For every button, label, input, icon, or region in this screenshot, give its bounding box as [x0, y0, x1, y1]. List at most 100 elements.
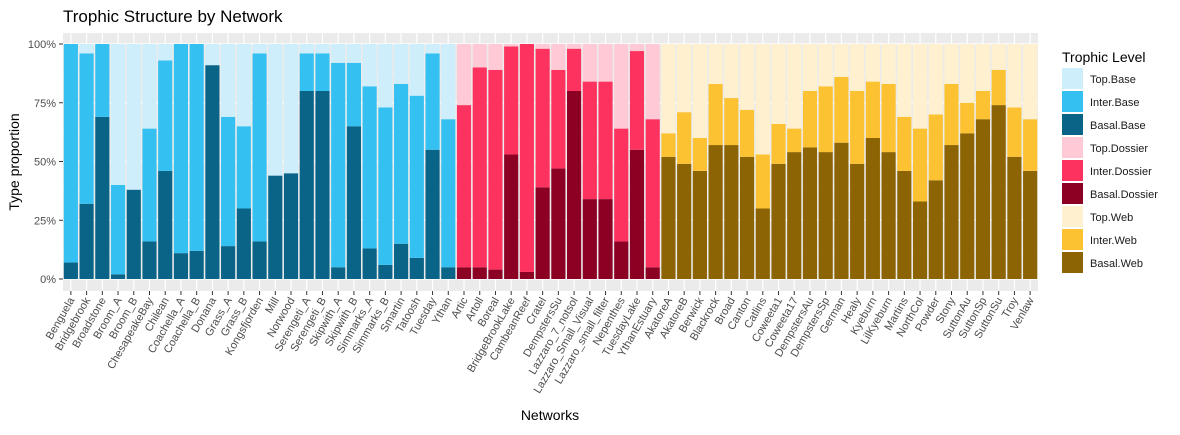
- bar-segment: [315, 53, 330, 91]
- legend-label: Basal.Web: [1090, 258, 1143, 270]
- y-axis-title: Type proportion: [6, 113, 22, 210]
- legend-label: Inter.Dossier: [1090, 166, 1152, 178]
- y-tick-label: 100%: [28, 39, 56, 51]
- legend-title: Trophic Level: [1062, 49, 1146, 65]
- bar-segment: [740, 156, 755, 279]
- bar-segment: [456, 105, 472, 268]
- bar-segment: [912, 128, 928, 202]
- bar-segment: [189, 44, 204, 251]
- bar-segment: [283, 173, 299, 279]
- bar-segment: [472, 267, 487, 279]
- bar-segment: [928, 180, 943, 279]
- bar-segment: [1023, 170, 1038, 279]
- bar-segment: [173, 253, 189, 279]
- legend-swatch: [1062, 91, 1083, 112]
- bar-segment: [661, 44, 676, 134]
- bar-segment: [346, 126, 361, 279]
- bar-segment: [1007, 156, 1022, 279]
- bar-segment: [582, 199, 597, 279]
- bar-segment: [79, 44, 94, 54]
- bar-segment: [787, 128, 802, 153]
- bar-segment: [158, 170, 173, 279]
- bar-segment: [960, 102, 975, 134]
- y-tick-label: 50%: [34, 157, 56, 169]
- bar-segment: [394, 83, 409, 244]
- bar-segment: [95, 116, 110, 279]
- legend-label: Basal.Base: [1090, 120, 1146, 132]
- bar-segment: [1007, 107, 1022, 157]
- bar-segment: [378, 264, 393, 279]
- bar-segment: [441, 267, 456, 279]
- bar-segment: [378, 107, 393, 265]
- bar-segment: [519, 44, 534, 272]
- bar-segment: [645, 119, 660, 268]
- bar-segment: [960, 133, 975, 279]
- bar-segment: [425, 44, 440, 54]
- bar-segment: [236, 126, 251, 209]
- bar-segment: [299, 44, 314, 54]
- legend-swatch: [1062, 252, 1083, 273]
- bar-segment: [299, 91, 314, 279]
- bar-segment: [834, 76, 849, 143]
- bar-segment: [268, 44, 283, 176]
- bar-segment: [975, 91, 991, 120]
- bar-segment: [362, 86, 377, 249]
- bar-segment: [928, 114, 943, 181]
- bar-segment: [802, 147, 818, 279]
- bar-segment: [236, 44, 251, 127]
- bar-segment: [488, 69, 503, 270]
- bar-segment: [818, 44, 833, 87]
- legend-label: Top.Dossier: [1090, 143, 1148, 155]
- legend-swatch: [1062, 183, 1083, 204]
- bar-segment: [362, 248, 377, 279]
- bar-segment: [771, 44, 786, 124]
- x-axis-title: Networks: [521, 407, 579, 423]
- bar-segment: [472, 67, 487, 268]
- bar-segment: [865, 81, 880, 138]
- bar-segment: [708, 83, 723, 146]
- bar-segment: [315, 91, 330, 279]
- legend-swatch: [1062, 229, 1083, 250]
- bar-segment: [975, 119, 991, 279]
- bar-segment: [1023, 44, 1038, 120]
- bar-segment: [677, 112, 692, 164]
- legend-swatch: [1062, 206, 1083, 227]
- bar-segment: [221, 246, 236, 279]
- bar-segment: [331, 267, 346, 279]
- bar-segment: [881, 83, 896, 153]
- bar-segment: [504, 44, 519, 47]
- bar-segment: [818, 152, 833, 279]
- bar-segment: [504, 46, 519, 155]
- bar-segment: [299, 53, 314, 91]
- bar-segment: [645, 44, 660, 120]
- bar-segment: [614, 241, 629, 279]
- bar-segment: [740, 44, 755, 110]
- bar-segment: [944, 145, 959, 279]
- bar-segment: [268, 175, 283, 279]
- bar-segment: [818, 86, 833, 153]
- bar-segment: [661, 156, 676, 279]
- bar-segment: [692, 170, 707, 279]
- bar-segment: [535, 48, 550, 188]
- bar-segment: [614, 128, 629, 242]
- bar-segment: [960, 44, 975, 103]
- bar-segment: [63, 262, 78, 279]
- bar-segment: [472, 44, 487, 68]
- bar-segment: [315, 44, 330, 54]
- bar-segment: [865, 44, 880, 82]
- y-tick-label: 25%: [34, 215, 56, 227]
- bar-segment: [881, 152, 896, 279]
- bar-segment: [441, 119, 456, 268]
- bar-segment: [661, 133, 676, 157]
- bar-segment: [1023, 119, 1038, 171]
- bar-segment: [881, 44, 896, 84]
- bar-segment: [142, 44, 157, 129]
- bar-segment: [897, 116, 912, 171]
- bar-segment: [755, 44, 770, 155]
- legend-label: Top.Base: [1090, 74, 1136, 86]
- bar-segment: [834, 44, 849, 77]
- bar-segment: [755, 208, 770, 279]
- x-axis: BenguelaBridgebrookBroadstoneBroom_ABroo…: [44, 291, 1037, 396]
- bar-segment: [677, 44, 692, 113]
- legend-label: Inter.Web: [1090, 235, 1137, 247]
